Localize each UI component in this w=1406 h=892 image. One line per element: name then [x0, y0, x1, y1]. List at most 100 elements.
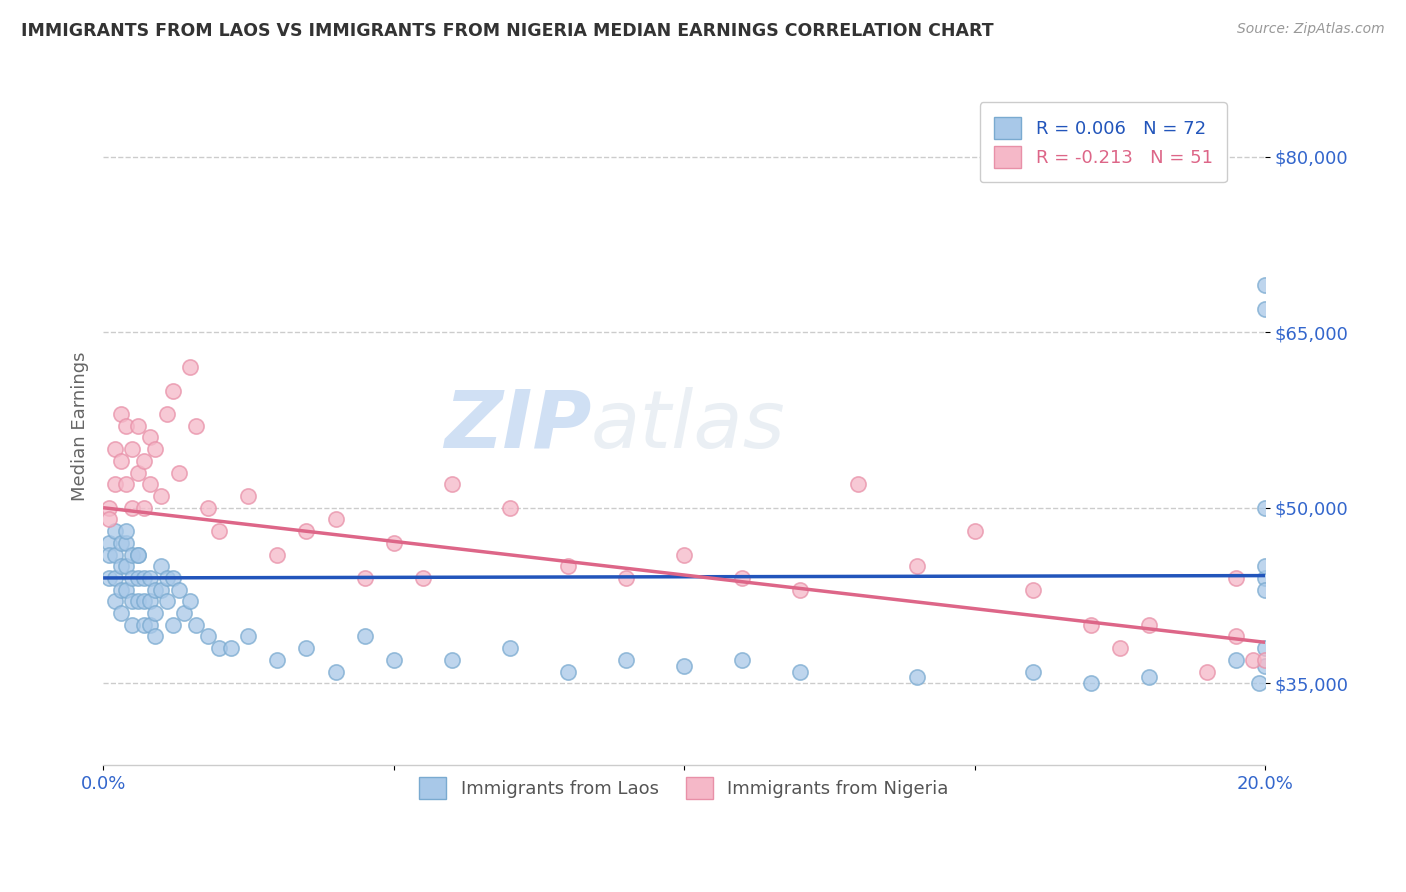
Point	[132, 500, 155, 515]
Point	[167, 582, 190, 597]
Point	[121, 500, 143, 515]
Point	[789, 582, 811, 597]
Point	[97, 536, 120, 550]
Point	[1195, 665, 1218, 679]
Point	[353, 630, 375, 644]
Point	[145, 582, 167, 597]
Point	[110, 559, 132, 574]
Point	[382, 653, 405, 667]
Point	[1021, 582, 1043, 597]
Point	[1254, 559, 1277, 574]
Point	[1254, 658, 1277, 673]
Point	[110, 407, 132, 421]
Point	[1108, 641, 1130, 656]
Point	[557, 559, 579, 574]
Point	[127, 466, 149, 480]
Point	[614, 653, 637, 667]
Point	[673, 658, 696, 673]
Point	[127, 548, 149, 562]
Point	[179, 360, 201, 375]
Point	[110, 582, 132, 597]
Point	[208, 524, 231, 538]
Y-axis label: Median Earnings: Median Earnings	[72, 351, 89, 500]
Point	[412, 571, 434, 585]
Point	[325, 665, 347, 679]
Point	[1225, 630, 1247, 644]
Point	[1254, 582, 1277, 597]
Point	[1254, 653, 1277, 667]
Text: IMMIGRANTS FROM LAOS VS IMMIGRANTS FROM NIGERIA MEDIAN EARNINGS CORRELATION CHAR: IMMIGRANTS FROM LAOS VS IMMIGRANTS FROM …	[21, 22, 994, 40]
Point	[266, 548, 288, 562]
Point	[295, 641, 318, 656]
Point	[145, 442, 167, 457]
Point	[1225, 653, 1247, 667]
Point	[167, 466, 190, 480]
Point	[353, 571, 375, 585]
Point	[115, 536, 138, 550]
Point	[115, 559, 138, 574]
Point	[97, 512, 120, 526]
Point	[127, 548, 149, 562]
Point	[1225, 571, 1247, 585]
Text: atlas: atlas	[591, 387, 786, 465]
Point	[557, 665, 579, 679]
Point	[138, 430, 160, 444]
Point	[104, 594, 127, 608]
Point	[1021, 665, 1043, 679]
Point	[197, 630, 219, 644]
Point	[150, 559, 173, 574]
Point	[499, 641, 522, 656]
Point	[731, 653, 754, 667]
Point	[104, 477, 127, 491]
Point	[110, 454, 132, 468]
Point	[104, 442, 127, 457]
Point	[121, 594, 143, 608]
Point	[173, 606, 195, 620]
Point	[499, 500, 522, 515]
Point	[731, 571, 754, 585]
Point	[156, 571, 179, 585]
Point	[121, 442, 143, 457]
Point	[138, 571, 160, 585]
Point	[104, 571, 127, 585]
Point	[132, 617, 155, 632]
Point	[1137, 617, 1160, 632]
Point	[97, 548, 120, 562]
Point	[121, 548, 143, 562]
Point	[162, 571, 184, 585]
Point	[121, 617, 143, 632]
Point	[110, 606, 132, 620]
Point	[382, 536, 405, 550]
Point	[238, 630, 260, 644]
Text: Source: ZipAtlas.com: Source: ZipAtlas.com	[1237, 22, 1385, 37]
Point	[97, 500, 120, 515]
Point	[1249, 676, 1271, 690]
Point	[197, 500, 219, 515]
Point	[295, 524, 318, 538]
Point	[184, 617, 207, 632]
Point	[1254, 571, 1277, 585]
Point	[127, 418, 149, 433]
Point	[145, 606, 167, 620]
Point	[115, 524, 138, 538]
Point	[97, 571, 120, 585]
Point	[138, 477, 160, 491]
Point	[1080, 617, 1102, 632]
Point	[184, 418, 207, 433]
Point	[150, 489, 173, 503]
Point	[1254, 301, 1277, 316]
Point	[266, 653, 288, 667]
Point	[440, 477, 463, 491]
Point	[110, 536, 132, 550]
Point	[238, 489, 260, 503]
Point	[156, 594, 179, 608]
Point	[132, 571, 155, 585]
Point	[179, 594, 201, 608]
Point	[138, 594, 160, 608]
Point	[440, 653, 463, 667]
Point	[150, 582, 173, 597]
Point	[963, 524, 986, 538]
Point	[1243, 653, 1265, 667]
Legend: Immigrants from Laos, Immigrants from Nigeria: Immigrants from Laos, Immigrants from Ni…	[405, 763, 963, 814]
Point	[104, 524, 127, 538]
